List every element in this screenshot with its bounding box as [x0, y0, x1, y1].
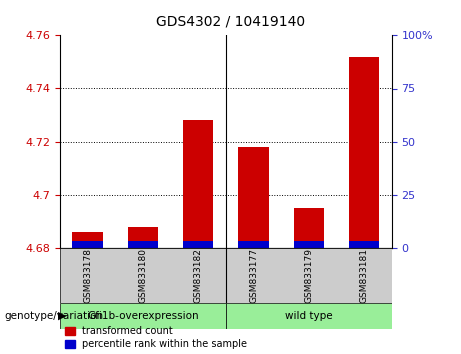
- Text: genotype/variation: genotype/variation: [5, 311, 104, 321]
- Bar: [349, 241, 379, 248]
- Legend: transformed count, percentile rank within the sample: transformed count, percentile rank withi…: [65, 326, 247, 349]
- Bar: [294, 241, 324, 248]
- Bar: [238, 147, 269, 248]
- Text: GSM833177: GSM833177: [249, 248, 258, 303]
- Text: wild type: wild type: [285, 311, 333, 321]
- Bar: [60, 303, 226, 329]
- Bar: [183, 120, 213, 248]
- Bar: [183, 241, 213, 248]
- Text: Gfi1b-overexpression: Gfi1b-overexpression: [87, 311, 199, 321]
- Text: GSM833181: GSM833181: [360, 248, 369, 303]
- Bar: [238, 241, 269, 248]
- Bar: [349, 57, 379, 248]
- Text: GDS4302 / 10419140: GDS4302 / 10419140: [156, 14, 305, 28]
- Bar: [294, 208, 324, 248]
- Text: GSM833178: GSM833178: [83, 248, 92, 303]
- Bar: [128, 241, 158, 248]
- Bar: [226, 303, 392, 329]
- Bar: [72, 241, 103, 248]
- Text: GSM833182: GSM833182: [194, 248, 203, 303]
- Bar: [128, 227, 158, 248]
- Bar: [72, 232, 103, 248]
- Text: ▶: ▶: [58, 311, 66, 321]
- Text: GSM833180: GSM833180: [138, 248, 148, 303]
- Text: GSM833179: GSM833179: [304, 248, 313, 303]
